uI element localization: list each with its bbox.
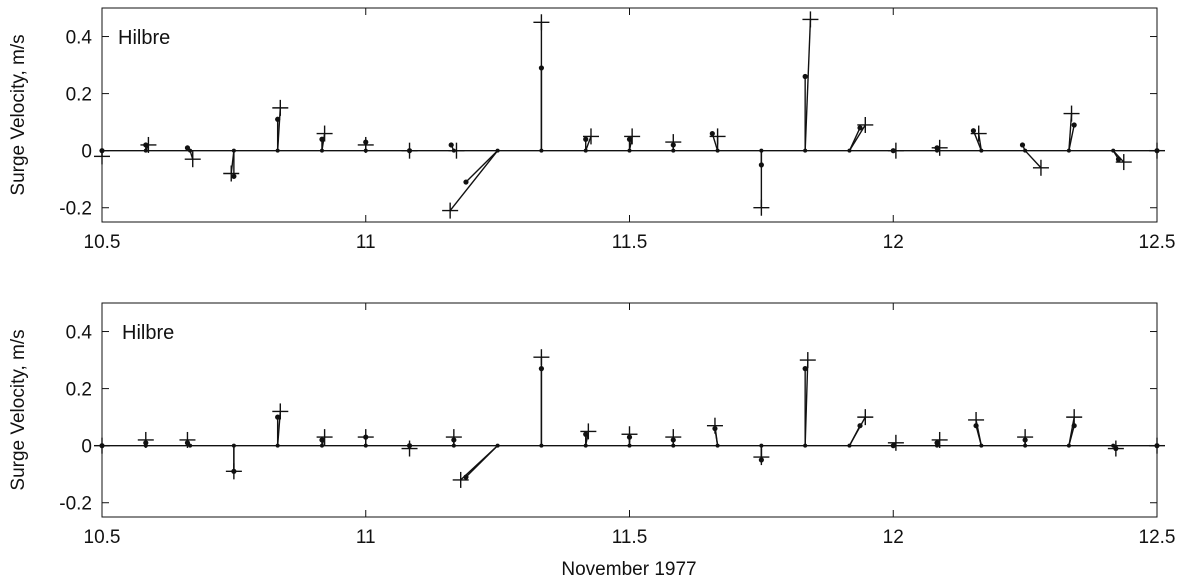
axes: 10.5 11 11.5 12 12.5 -0.2 0 0.2 0.4	[59, 303, 1175, 548]
vector-stick	[449, 150, 499, 212]
stick-base-point	[275, 443, 280, 448]
y-tick-label: 0	[81, 437, 92, 458]
vector-tip-dot	[463, 179, 469, 185]
chart-panel-bottom: 10.5 11 11.5 12 12.5 -0.2 0 0.2 0.4 Hilbre	[59, 302, 1175, 548]
vector-stick	[1068, 417, 1075, 446]
stick-base-point	[451, 443, 456, 448]
plot-area	[101, 7, 1158, 223]
x-tick-label: 12.5	[1139, 527, 1176, 548]
y-axis-title: Surge Velocity, m/s	[8, 329, 29, 490]
x-tick-label: 12	[883, 232, 904, 253]
vector-tip-dot	[802, 73, 808, 80]
vector-stick	[975, 419, 983, 446]
stick-base-point	[803, 443, 808, 448]
y-tick-label: 0.2	[66, 85, 92, 106]
stick-marks	[94, 349, 1165, 488]
stick-base-point	[671, 443, 676, 448]
x-axis-title: November 1977	[561, 559, 696, 580]
x-tick-label: 12.5	[1139, 232, 1176, 253]
panel-label: Hilbre	[122, 322, 174, 344]
x-tick-label: 11	[356, 232, 376, 253]
vector-stick	[465, 150, 499, 183]
x-tick-label: 10.5	[84, 232, 121, 253]
stick-marks	[94, 11, 1165, 219]
vector-stick	[804, 19, 812, 151]
stick-base-point	[539, 443, 544, 448]
vector-tip-dot	[857, 125, 863, 131]
vector-stick	[804, 360, 809, 446]
stick-base-point	[583, 443, 588, 448]
x-tick-label: 11.5	[612, 232, 648, 253]
vector-stick	[848, 124, 866, 152]
x-tick-label: 10.5	[84, 527, 121, 548]
stick-base-point	[979, 443, 984, 448]
x-tick-label: 11	[356, 527, 376, 548]
vector-stick	[1024, 150, 1042, 169]
stick-base-point	[1066, 443, 1071, 448]
y-tick-label: 0	[81, 142, 92, 163]
vector-stick	[585, 136, 592, 151]
x-tick-label: 11.5	[612, 527, 648, 548]
y-tick-label: -0.2	[59, 199, 92, 220]
chart-panel-top: 10.5 11 11.5 12 12.5 -0.2 0 0.2 0.4 Hilbre	[59, 7, 1176, 253]
y-tick-label: 0.2	[66, 380, 92, 401]
vector-tip-dot	[1071, 122, 1077, 128]
stick-base-point	[715, 443, 720, 448]
vector-tip-dot	[802, 366, 808, 372]
vector-tip-dot	[970, 128, 977, 134]
vector-stick	[460, 445, 499, 481]
stick-base-point	[1023, 443, 1028, 448]
vector-tip-dot	[275, 414, 281, 420]
y-tick-label: 0.4	[66, 323, 93, 344]
stick-base-point	[627, 443, 632, 448]
vector-tip-dot	[583, 136, 589, 142]
vector-tip-dot	[231, 173, 237, 179]
y-tick-label: 0.4	[66, 28, 93, 49]
vector-tip-dot	[1019, 142, 1026, 148]
vector-tip-dot	[448, 142, 454, 148]
vector-stick	[1112, 150, 1125, 163]
stick-base-point	[363, 443, 368, 448]
vector-tip-dot	[184, 145, 191, 151]
x-tick-label: 12	[883, 527, 904, 548]
vector-stick	[848, 416, 866, 447]
plot-area	[101, 302, 1158, 518]
vector-tip-dot	[709, 130, 715, 137]
y-axis-title: Surge Velocity, m/s	[8, 34, 29, 195]
y-tick-label: -0.2	[59, 494, 92, 515]
panel-label: Hilbre	[118, 27, 170, 49]
